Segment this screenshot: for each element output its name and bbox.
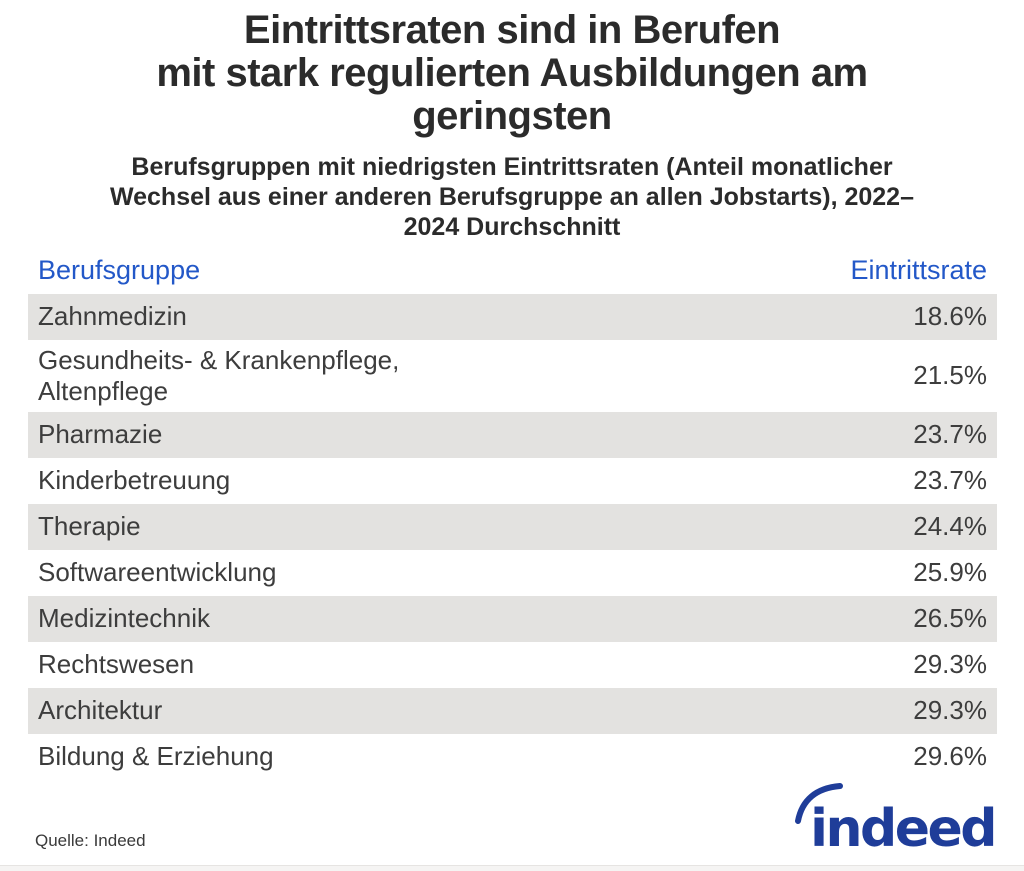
- row-value: 25.9%: [913, 557, 987, 588]
- row-label: Gesundheits- & Krankenpflege, Altenpfleg…: [38, 344, 400, 406]
- chart-subtitle-line: 2024 Durchschnitt: [403, 212, 621, 241]
- chart-header: Eintrittsraten sind in Berufen mit stark…: [0, 0, 1024, 242]
- chart-title: Eintrittsraten sind in Berufen mit stark…: [0, 8, 1024, 139]
- row-value: 24.4%: [913, 511, 987, 542]
- table-row: Architektur 29.3%: [28, 687, 997, 734]
- row-value: 21.5%: [913, 360, 987, 391]
- table-row: Rechtswesen 29.3%: [28, 642, 997, 688]
- row-label: Pharmazie: [38, 419, 163, 450]
- row-value: 29.6%: [913, 741, 987, 772]
- table-row: Medizintechnik 26.5%: [28, 595, 997, 642]
- table-row: Therapie 24.4%: [28, 503, 997, 550]
- chart-title-line: mit stark regulierten Ausbildungen am: [156, 51, 868, 96]
- row-value: 23.7%: [913, 465, 987, 496]
- row-label: Softwareentwicklung: [38, 557, 277, 588]
- row-label: Bildung & Erziehung: [38, 741, 274, 772]
- row-label: Zahnmedizin: [38, 301, 187, 332]
- row-label: Medizintechnik: [38, 603, 210, 634]
- chart-footer: Quelle: Indeed indeed: [35, 783, 997, 859]
- indeed-logo-text: indeed: [810, 799, 997, 859]
- rate-table: Berufsgruppe Eintrittsrate Zahnmedizin 1…: [28, 253, 997, 780]
- table-row: Zahnmedizin 18.6%: [28, 293, 997, 340]
- table-row: Pharmazie 23.7%: [28, 411, 997, 458]
- table-row: Bildung & Erziehung 29.6%: [28, 734, 997, 780]
- row-label: Kinderbetreuung: [38, 465, 231, 496]
- table-row: Kinderbetreuung 23.7%: [28, 458, 997, 504]
- column-header-berufsgruppe: Berufsgruppe: [38, 254, 201, 285]
- table-row: Softwareentwicklung 25.9%: [28, 550, 997, 596]
- row-value: 26.5%: [913, 603, 987, 634]
- row-label: Rechtswesen: [38, 649, 195, 680]
- chart-title-line: geringsten: [412, 94, 612, 139]
- table-header-row: Berufsgruppe Eintrittsrate: [28, 253, 997, 294]
- row-label: Therapie: [38, 511, 141, 542]
- chart-subtitle: Berufsgruppen mit niedrigsten Eintrittsr…: [0, 152, 1024, 242]
- chart-subtitle-line: Berufsgruppen mit niedrigsten Eintrittsr…: [131, 152, 893, 181]
- bottom-edge-strip: [0, 865, 1024, 871]
- chart-subtitle-line: Wechsel aus einer anderen Berufsgruppe a…: [109, 182, 914, 211]
- row-value: 23.7%: [913, 419, 987, 450]
- indeed-swoosh-icon: [794, 783, 844, 830]
- chart-title-line: Eintrittsraten sind in Berufen: [243, 8, 781, 52]
- table-row: Gesundheits- & Krankenpflege, Altenpfleg…: [28, 340, 997, 412]
- row-value: 18.6%: [913, 301, 987, 332]
- source-note: Quelle: Indeed: [35, 831, 146, 850]
- row-value: 29.3%: [913, 649, 987, 680]
- table-body: Zahnmedizin 18.6% Gesundheits- & Kranken…: [28, 293, 997, 780]
- row-label: Architektur: [38, 695, 163, 726]
- column-header-eintrittsrate: Eintrittsrate: [850, 254, 987, 285]
- indeed-logo: indeed: [794, 783, 997, 859]
- row-value: 29.3%: [913, 695, 987, 726]
